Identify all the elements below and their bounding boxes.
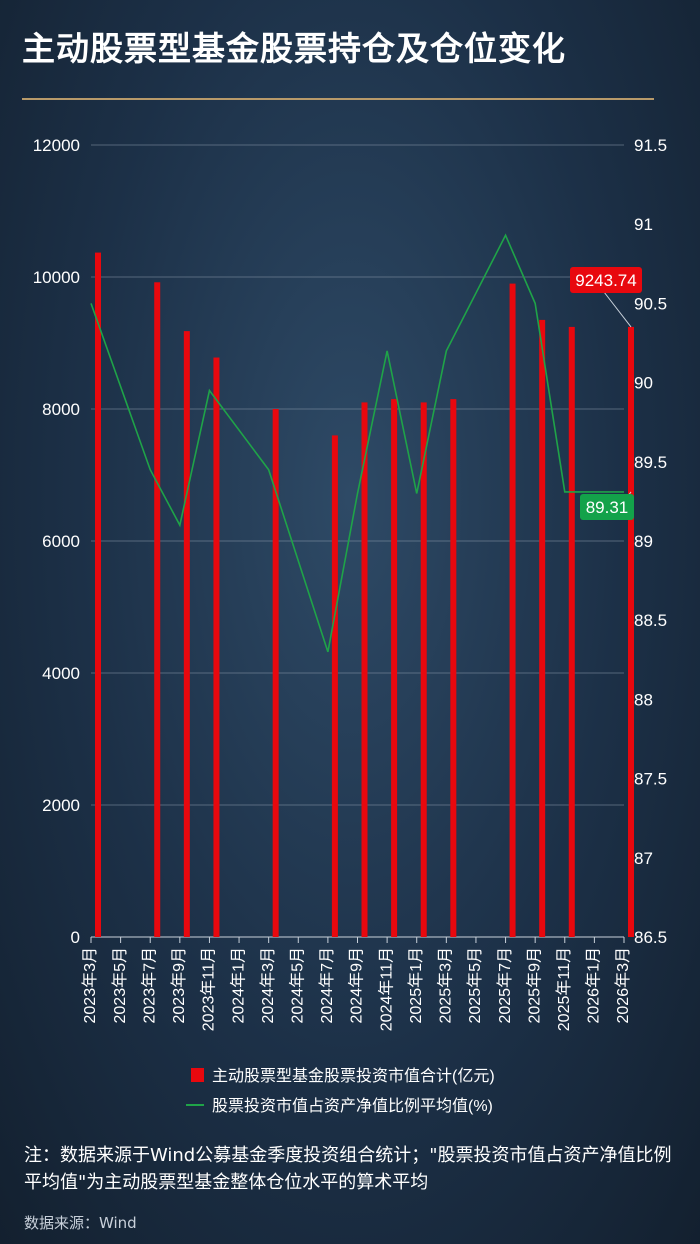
x-tick-label: 2024年11月 — [377, 947, 395, 1031]
bar — [272, 409, 279, 937]
legend-swatch-bar — [191, 1068, 204, 1082]
line-data-label-box — [580, 494, 634, 520]
bar — [331, 435, 338, 937]
x-tick-label: 2025年11月 — [555, 947, 573, 1031]
footnote: 注：数据来源于Wind公募基金季度投资组合统计；"股票投资市值占资产净值比例平均… — [24, 1145, 672, 1193]
y-left-tick-label: 2000 — [42, 796, 80, 815]
bar — [154, 282, 161, 937]
title-divider — [22, 98, 654, 100]
chart-title: 主动股票型基金股票持仓及仓位变化 — [22, 29, 566, 68]
line-series — [90, 233, 624, 653]
x-tick-label: 2025年9月 — [525, 947, 543, 1024]
y-right-tick-label: 91.5 — [634, 136, 667, 155]
legend-label-bar: 主动股票型基金股票投资市值合计(亿元) — [212, 1067, 495, 1085]
bar — [450, 399, 457, 938]
bar — [391, 399, 398, 938]
y-left-tick-label: 12000 — [33, 136, 80, 155]
y-right-tick-label: 86.5 — [634, 928, 667, 947]
y-right-tick-label: 90 — [634, 374, 653, 393]
y-left-tick-label: 4000 — [42, 664, 80, 683]
y-left-tick-label: 10000 — [33, 268, 80, 287]
y-left-tick-label: 8000 — [42, 400, 80, 419]
x-tick-label: 2024年3月 — [259, 947, 277, 1024]
x-tick-label: 2023年5月 — [111, 947, 129, 1024]
bar — [183, 331, 190, 937]
line-data-label: 89.31 — [586, 498, 629, 517]
x-tick-label: 2024年1月 — [229, 947, 247, 1024]
y-right-tick-label: 88.5 — [634, 611, 667, 630]
y-right-tick-label: 89.5 — [634, 453, 667, 472]
bar-label-leader — [603, 291, 632, 328]
chart-area: 0 2000 4000 6000 8000 10000 12000 86.5 87 87.5 88 8… — [33, 136, 667, 1115]
x-tick-label: 2024年7月 — [318, 947, 336, 1024]
x-tick-label: 2023年11月 — [200, 947, 218, 1031]
bar — [568, 326, 575, 937]
y-left-tick-label: 0 — [71, 928, 80, 947]
bar-data-label-box — [570, 267, 642, 293]
x-tick-label: 2023年3月 — [81, 947, 99, 1024]
y-right-tick-label: 88 — [634, 690, 653, 709]
x-tick-label: 2024年9月 — [348, 947, 366, 1024]
bar — [628, 326, 634, 937]
x-tick-label: 2023年9月 — [170, 947, 188, 1024]
x-tick-label: 2023年7月 — [140, 947, 158, 1024]
x-tick-label: 2026年3月 — [614, 947, 632, 1024]
bar — [509, 283, 516, 938]
x-tick-label: 2024年5月 — [288, 947, 306, 1024]
bar — [95, 252, 101, 937]
y-right-tick-label: 87 — [634, 849, 653, 868]
y-right-tick-label: 90.5 — [634, 294, 667, 313]
bar — [213, 357, 220, 937]
bar — [420, 402, 427, 937]
x-tick-label: 2025年3月 — [437, 947, 455, 1024]
y-right-tick-label: 91 — [634, 215, 653, 234]
bar-data-label: 9243.74 — [575, 271, 636, 290]
bar — [539, 319, 546, 937]
bar — [361, 402, 368, 937]
y-left-tick-label: 6000 — [42, 532, 80, 551]
y-right-tick-label: 89 — [634, 532, 653, 551]
x-tick-label: 2025年1月 — [407, 947, 425, 1024]
y-right-tick-label: 87.5 — [634, 770, 667, 789]
data-source: 数据来源：Wind — [24, 1214, 137, 1232]
x-tick-label: 2025年5月 — [466, 947, 484, 1024]
legend-label-line: 股票投资市值占资产净值比例平均值(%) — [212, 1097, 493, 1115]
x-tick-label: 2025年7月 — [496, 947, 514, 1024]
x-tick-label: 2026年1月 — [585, 947, 603, 1024]
